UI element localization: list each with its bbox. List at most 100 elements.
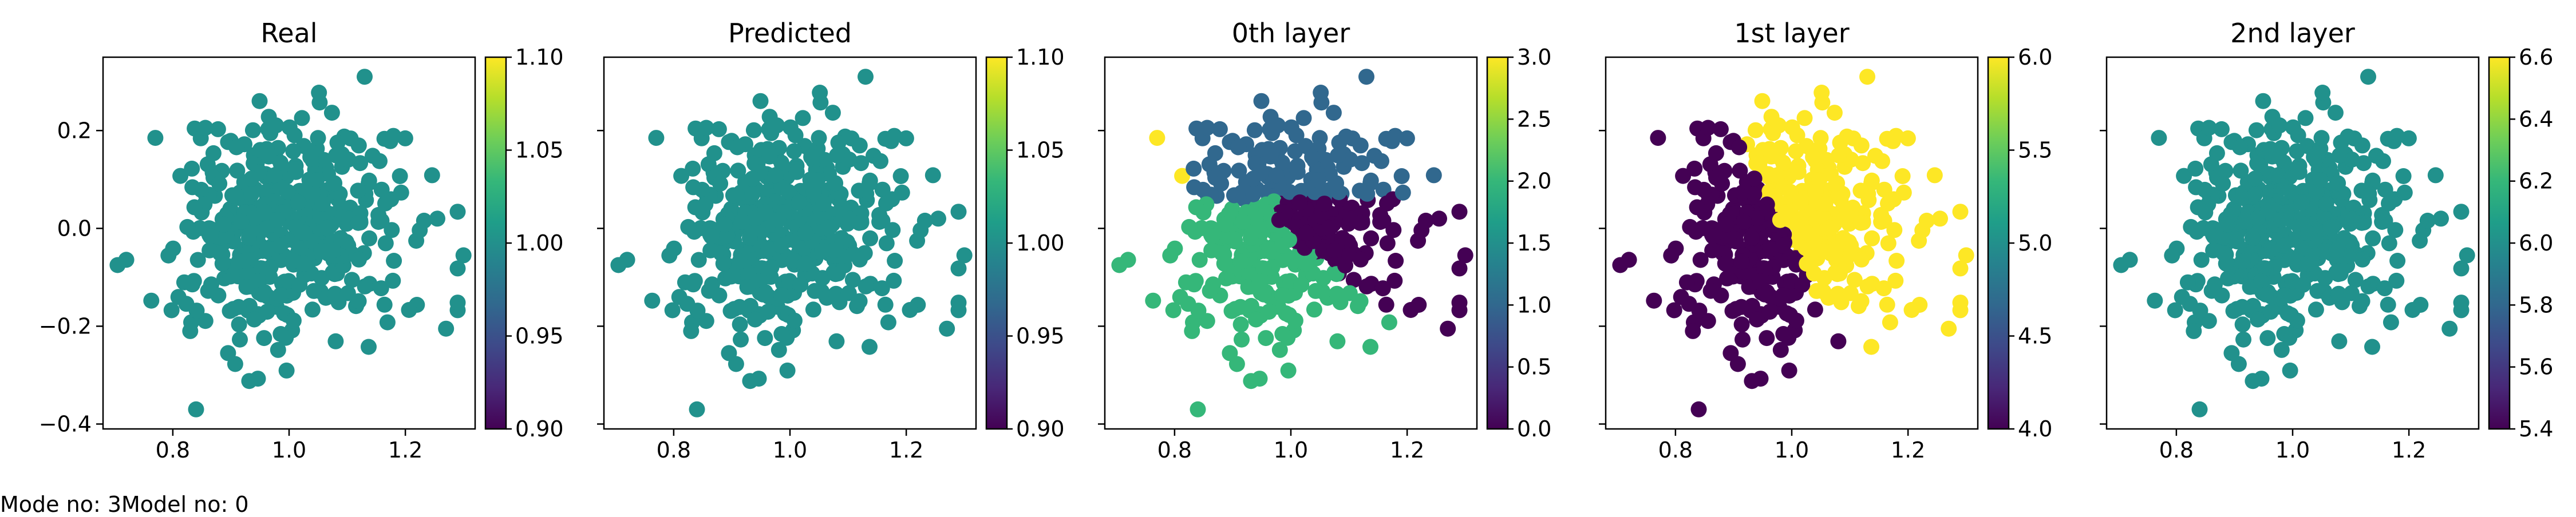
scatter-point xyxy=(1736,213,1752,230)
scatter-point xyxy=(2377,213,2393,229)
scatter-point xyxy=(939,320,955,337)
scatter-point xyxy=(833,230,850,246)
scatter-point xyxy=(1387,128,1404,144)
scatter-point xyxy=(884,222,901,238)
scatter-point xyxy=(673,168,690,184)
scatter-point xyxy=(690,252,707,268)
scatter-point xyxy=(1757,286,1773,303)
scatter-point xyxy=(311,85,327,101)
scatter-point xyxy=(1646,292,1662,309)
scatter-point xyxy=(685,160,701,177)
scatter-point xyxy=(1958,247,1974,264)
scatter-point xyxy=(1759,330,1775,347)
scatter-point xyxy=(109,257,126,273)
scatter-point xyxy=(1281,184,1298,200)
scatter-point xyxy=(1271,212,1287,228)
scatter-point xyxy=(1769,167,1785,184)
colorbar-tick-label: 6.0 xyxy=(2018,45,2052,70)
scatter-point xyxy=(685,179,702,196)
scatter-point xyxy=(830,134,847,151)
scatter-point xyxy=(2330,285,2347,302)
scatter-point xyxy=(732,253,748,270)
scatter-point xyxy=(902,302,918,318)
scatter-point xyxy=(2322,220,2339,236)
scatter-point xyxy=(2262,304,2279,320)
scatter-point xyxy=(2289,312,2305,329)
scatter-point xyxy=(1287,143,1303,160)
scatter-point xyxy=(1887,272,1904,289)
scatter-point xyxy=(760,241,777,257)
scatter-point xyxy=(2206,228,2222,245)
scatter-point xyxy=(2376,280,2393,297)
scatter-point xyxy=(1895,184,1912,201)
scatter-point xyxy=(2234,299,2250,315)
scatter-point xyxy=(1363,230,1380,246)
scatter-point xyxy=(1245,186,1262,202)
scatter-point xyxy=(792,276,809,293)
scatter-point xyxy=(1222,345,1238,361)
scatter-point xyxy=(1325,105,1342,121)
scatter-point xyxy=(680,218,697,235)
scatter-point xyxy=(1952,204,1969,220)
scatter-point xyxy=(752,93,769,109)
scatter-point xyxy=(1293,276,1310,293)
scatter-point xyxy=(750,273,767,289)
scatter-point xyxy=(1375,213,1392,229)
scatter-point xyxy=(807,283,823,299)
x-tick-label: 1.0 xyxy=(1775,438,1809,463)
scatter-point xyxy=(2233,162,2249,179)
scatter-point xyxy=(2300,225,2316,241)
scatter-point xyxy=(1846,272,1863,288)
scatter-point xyxy=(1231,162,1247,179)
scatter-point xyxy=(1830,333,1847,349)
colorbar xyxy=(484,56,507,430)
scatter-point xyxy=(1341,285,1358,301)
scatter-point xyxy=(1203,242,1220,258)
scatter-point xyxy=(1743,230,1760,246)
scatter-point xyxy=(689,401,705,417)
scatter-point xyxy=(1685,323,1701,339)
colorbar-tick-label: 1.05 xyxy=(515,138,564,163)
scatter-point xyxy=(2328,242,2345,258)
scatter-point xyxy=(950,204,967,220)
scatter-point xyxy=(2381,235,2397,252)
scatter-point xyxy=(1181,218,1198,235)
scatter-point xyxy=(1330,147,1346,164)
scatter-point xyxy=(449,295,466,311)
scatter-point xyxy=(1280,362,1297,379)
scatter-point xyxy=(1274,326,1291,342)
scatter-point xyxy=(1402,302,1419,318)
scatter-point xyxy=(950,260,967,277)
scatter-point xyxy=(197,120,214,136)
scatter-point xyxy=(797,225,813,241)
scatter-point xyxy=(2383,314,2399,331)
scatter-point xyxy=(272,237,289,254)
scatter-point xyxy=(256,330,272,347)
scatter-point xyxy=(661,247,678,264)
scatter-point xyxy=(1831,147,1847,164)
scatter-point xyxy=(2147,292,2163,309)
scatter-point xyxy=(1842,285,1859,301)
scatter-point xyxy=(272,287,289,304)
scatter-point xyxy=(1385,222,1402,238)
scatter-point xyxy=(1186,179,1203,196)
scatter-point xyxy=(689,303,706,319)
scatter-point xyxy=(241,373,258,389)
scatter-point xyxy=(886,128,903,144)
scatter-point xyxy=(372,153,388,169)
scatter-point xyxy=(1172,289,1188,305)
scatter-point xyxy=(287,164,304,180)
scatter-point xyxy=(731,299,748,315)
scatter-point xyxy=(851,137,868,154)
scatter-point xyxy=(1732,162,1748,179)
scatter-point xyxy=(829,147,846,164)
scatter-point xyxy=(2263,241,2279,257)
scatter-point xyxy=(350,214,366,231)
scatter-point xyxy=(791,194,807,210)
scatter-point xyxy=(2453,204,2470,220)
scatter-point xyxy=(1894,168,1911,184)
scatter-point xyxy=(2200,120,2217,136)
scatter-point xyxy=(1440,320,1456,337)
colorbar xyxy=(2488,56,2511,430)
scatter-point xyxy=(1145,292,1161,309)
